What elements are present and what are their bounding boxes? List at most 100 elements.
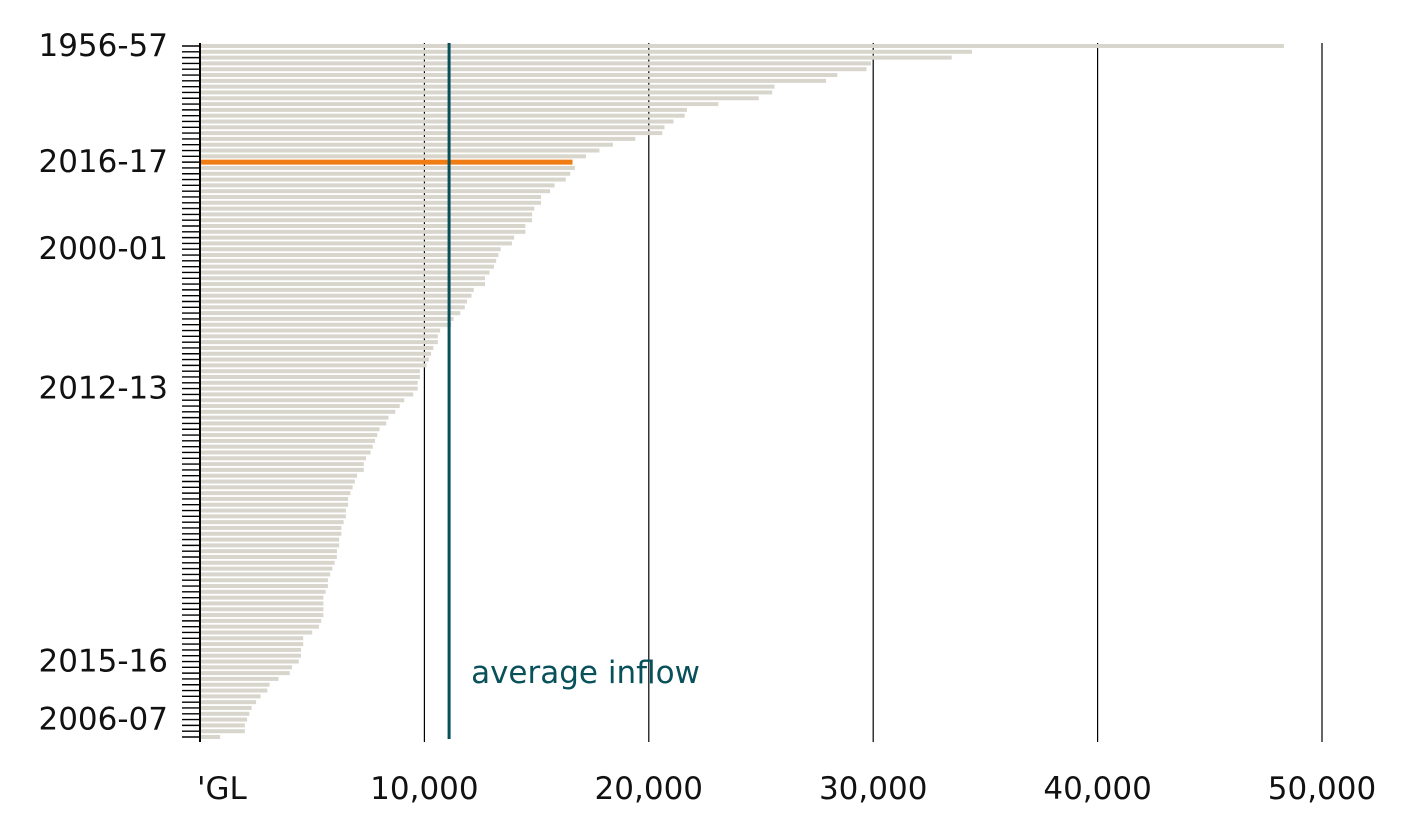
bar	[200, 316, 454, 321]
bar	[200, 125, 665, 130]
bar	[200, 311, 461, 316]
bar	[200, 502, 349, 507]
bar	[200, 84, 775, 89]
bar	[200, 102, 719, 107]
y-axis: 1956-57 2016-17 2000-01 2012-13 2015-16 2006-…	[38, 28, 201, 742]
bar	[200, 694, 261, 699]
bar	[200, 618, 322, 623]
bar	[200, 78, 827, 83]
bar	[200, 206, 535, 211]
bar-highlight	[200, 159, 573, 165]
bar	[200, 433, 378, 438]
year-label: 2015-16	[38, 644, 168, 680]
bar	[200, 392, 414, 397]
bar	[200, 183, 555, 188]
bar	[200, 409, 396, 414]
bar	[200, 682, 270, 687]
bar	[200, 479, 355, 484]
bar	[200, 49, 972, 54]
bar	[200, 647, 301, 652]
bar	[200, 334, 438, 339]
bar	[200, 613, 324, 618]
bar	[200, 438, 376, 443]
x-tick-label: 50,000	[1268, 771, 1376, 807]
average-label: average inflow	[471, 655, 700, 691]
bar	[200, 671, 290, 676]
bar	[200, 194, 542, 199]
bar	[200, 624, 319, 629]
bar	[200, 421, 387, 426]
bar	[200, 55, 952, 60]
bar	[200, 607, 324, 612]
year-label: 1956-57	[38, 28, 168, 64]
bar	[200, 351, 432, 356]
bar	[200, 415, 389, 420]
x-tick-label: 'GL	[197, 771, 248, 807]
bar	[200, 711, 250, 716]
bar	[200, 177, 566, 182]
bar	[200, 229, 526, 234]
bar	[200, 189, 551, 194]
year-label: 2016-17	[38, 144, 168, 180]
bar	[200, 293, 472, 298]
bar	[200, 595, 324, 600]
bar	[200, 554, 337, 559]
bar	[200, 404, 400, 409]
bar	[200, 729, 245, 734]
x-tick-label: 10,000	[370, 771, 478, 807]
bar	[200, 299, 468, 304]
bar	[200, 282, 485, 287]
bar	[200, 264, 494, 269]
bar	[200, 67, 867, 72]
bar	[200, 131, 663, 136]
bar	[200, 200, 542, 205]
bar	[200, 374, 420, 379]
bar	[200, 705, 252, 710]
bar	[200, 119, 674, 124]
bar	[200, 572, 331, 577]
bar	[200, 165, 575, 170]
bar	[200, 485, 353, 490]
bar	[200, 345, 434, 350]
bar	[200, 241, 512, 246]
bar	[200, 363, 427, 368]
bar	[200, 61, 871, 66]
bar	[200, 305, 465, 310]
bar	[200, 578, 328, 583]
bar	[200, 601, 324, 606]
bar	[200, 328, 441, 333]
bar	[200, 224, 526, 229]
bar	[200, 235, 515, 240]
bar	[200, 380, 418, 385]
bar	[200, 287, 474, 292]
bar	[200, 148, 600, 153]
bar	[200, 514, 346, 519]
bar	[200, 113, 685, 118]
bars	[200, 44, 1284, 739]
bar	[200, 496, 349, 501]
bar	[200, 212, 533, 217]
bar	[200, 462, 364, 467]
bar	[200, 136, 636, 141]
bar	[200, 276, 485, 281]
bar	[200, 491, 351, 496]
bar	[200, 473, 358, 478]
x-axis-labels: 'GL 10,000 20,000 30,000 40,000 50,000	[197, 771, 1376, 807]
gridlines	[423, 43, 1323, 742]
bar	[200, 525, 342, 530]
bar	[200, 107, 687, 112]
bar	[200, 456, 367, 461]
bar	[200, 653, 301, 658]
bar	[200, 218, 533, 223]
bar	[200, 659, 299, 664]
bar	[200, 543, 340, 548]
year-label: 2000-01	[38, 231, 168, 267]
bar	[200, 584, 328, 589]
bar	[200, 700, 257, 705]
bar	[200, 258, 497, 263]
bar	[200, 630, 313, 635]
bar	[200, 665, 293, 670]
bar	[200, 676, 279, 681]
bar	[200, 642, 304, 647]
